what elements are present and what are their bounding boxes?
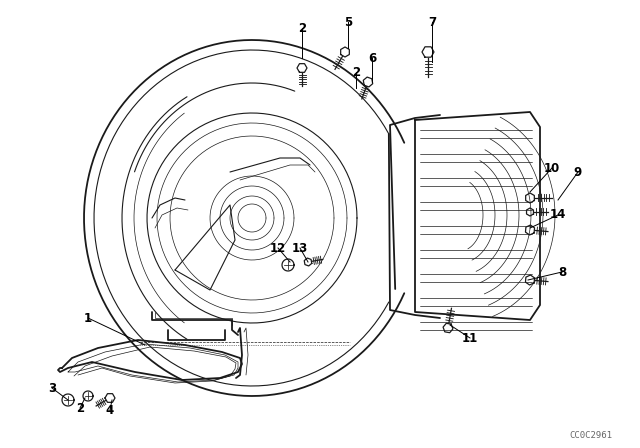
Text: 2: 2 bbox=[352, 65, 360, 78]
Text: 7: 7 bbox=[428, 16, 436, 29]
Text: 6: 6 bbox=[368, 52, 376, 65]
Text: 3: 3 bbox=[48, 382, 56, 395]
Text: 1: 1 bbox=[84, 311, 92, 324]
Text: 13: 13 bbox=[292, 241, 308, 254]
Text: CC0C2961: CC0C2961 bbox=[569, 431, 612, 439]
Text: 9: 9 bbox=[574, 165, 582, 178]
Text: 12: 12 bbox=[270, 241, 286, 254]
Text: 14: 14 bbox=[550, 208, 566, 221]
Text: 2: 2 bbox=[298, 22, 306, 34]
Text: 11: 11 bbox=[462, 332, 478, 345]
Text: 2: 2 bbox=[76, 401, 84, 414]
Text: 8: 8 bbox=[558, 266, 566, 279]
Text: 4: 4 bbox=[106, 404, 114, 417]
Text: 5: 5 bbox=[344, 16, 352, 29]
Text: 10: 10 bbox=[544, 161, 560, 175]
